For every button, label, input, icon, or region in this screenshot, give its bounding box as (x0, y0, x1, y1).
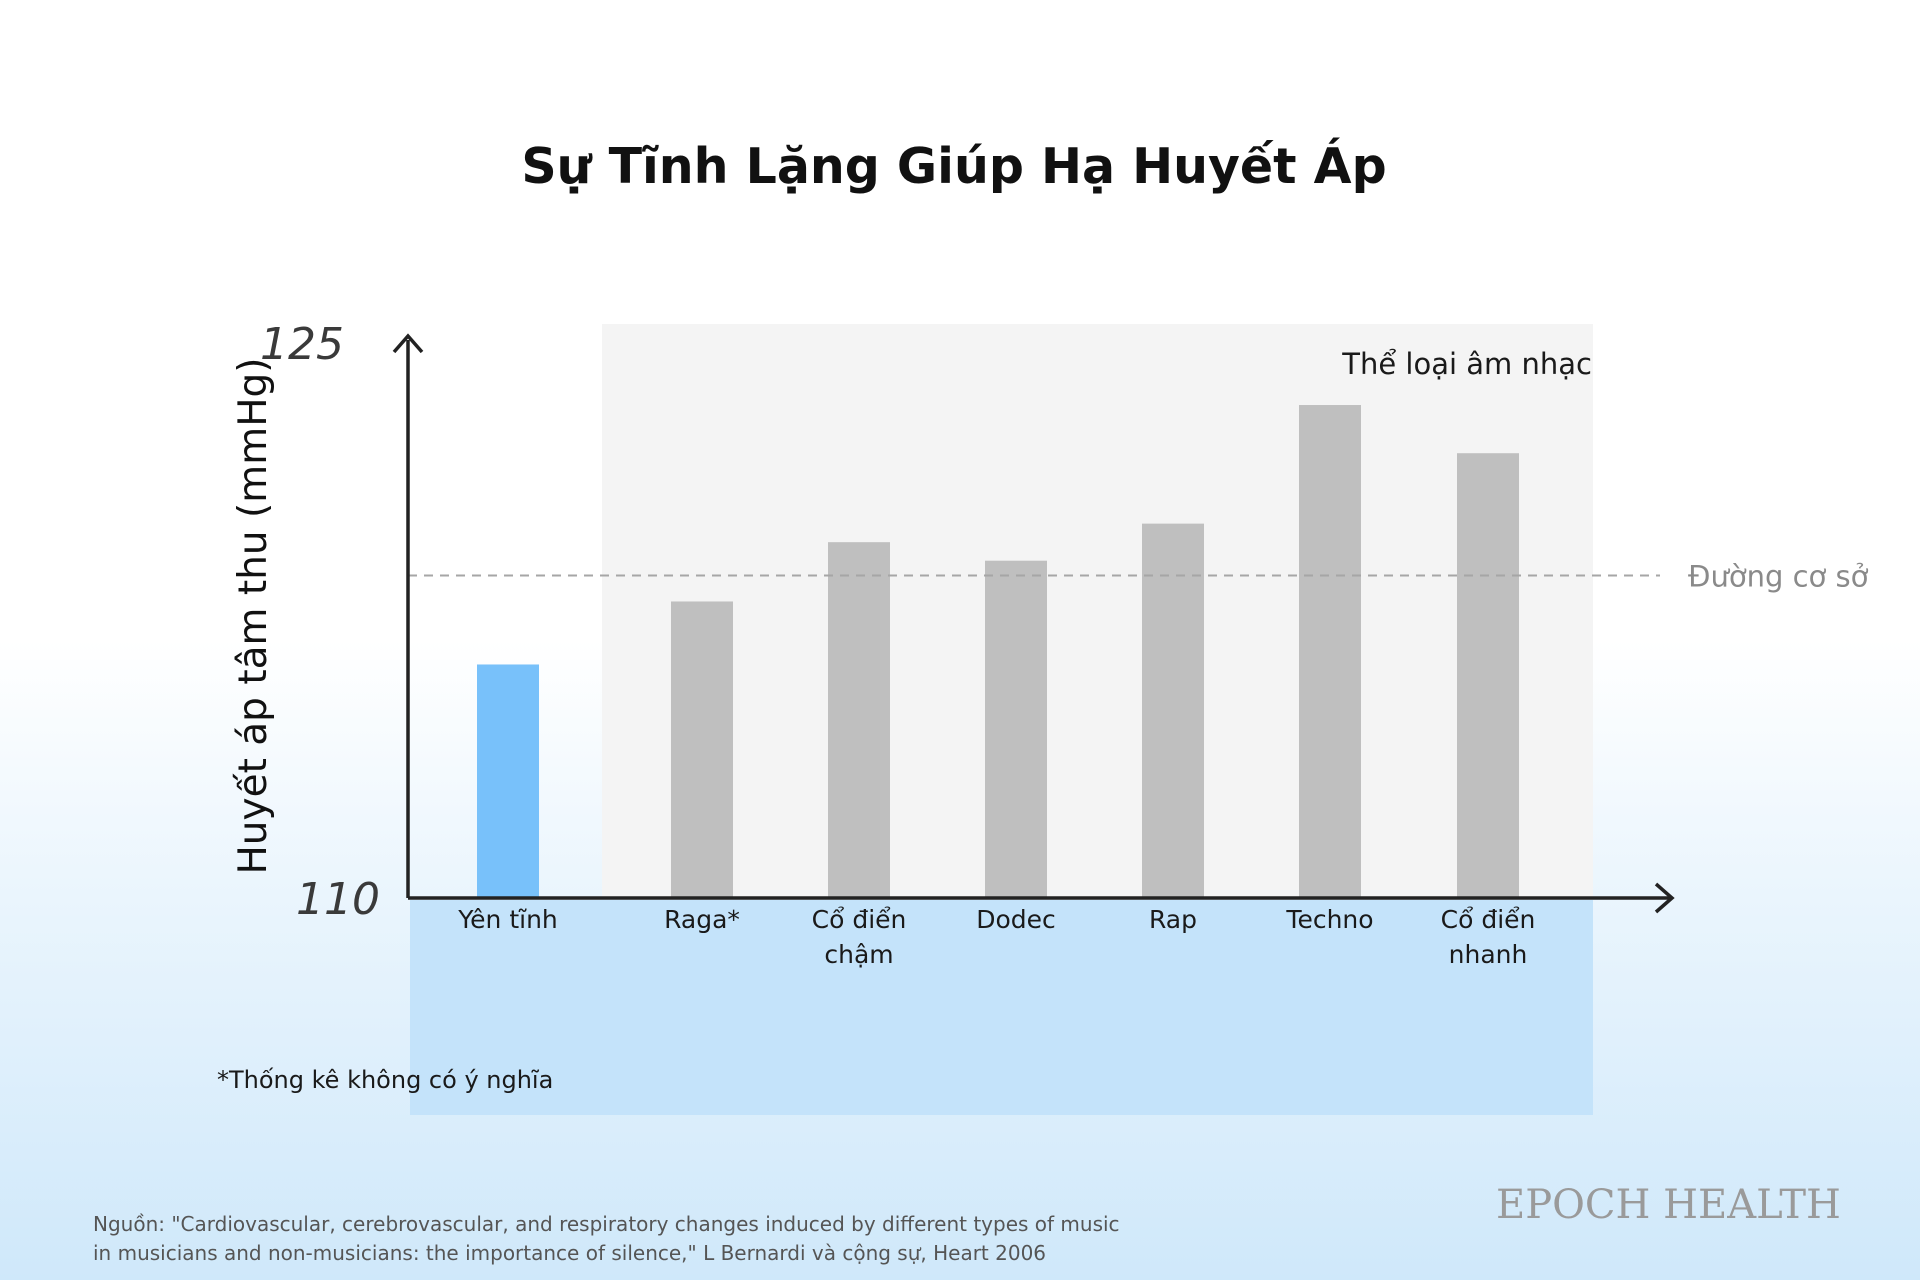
bar (828, 542, 890, 898)
x-tick-label: Cổ điển (1441, 905, 1536, 934)
bar-highlight (477, 664, 539, 898)
epoch-health-logo: EPOCH HEALTH (1496, 1182, 1841, 1228)
x-tick-label: Techno (1285, 905, 1373, 934)
footnote: *Thống kê không có ý nghĩa (217, 1066, 554, 1094)
bar (1142, 523, 1204, 898)
x-tick-label: nhanh (1449, 940, 1528, 969)
bar (1457, 453, 1519, 898)
below-axis-band (410, 900, 1593, 1115)
x-tick-label: Dodec (976, 905, 1056, 934)
source-line-1: Nguồn: "Cardiovascular, cerebrovascular,… (93, 1212, 1120, 1236)
bar (985, 560, 1047, 898)
x-tick-label: Rap (1149, 905, 1197, 934)
source-citation: Nguồn: "Cardiovascular, cerebrovascular,… (93, 1210, 1243, 1268)
chart-title: Sự Tĩnh Lặng Giúp Hạ Huyết Áp (521, 138, 1387, 195)
y-tick-label: 125 (260, 319, 344, 370)
bar (1299, 405, 1361, 898)
source-line-2: in musicians and non-musicians: the impo… (93, 1241, 1047, 1265)
x-tick-label: Raga* (664, 905, 740, 934)
y-axis-arrow (392, 333, 424, 354)
music-genre-region (602, 324, 1593, 898)
x-tick-label: Cổ điển (812, 905, 907, 934)
y-axis-label: Huyết áp tâm thu (mmHg) (231, 357, 276, 874)
baseline-label: Đường cơ sở (1688, 560, 1869, 594)
y-tick-label: 110 (296, 874, 380, 925)
bar (671, 601, 733, 898)
x-tick-label: chậm (824, 940, 893, 969)
x-axis-arrow (1654, 882, 1675, 914)
x-tick-label: Yên tĩnh (457, 905, 558, 934)
music-genre-region-label: Thể loại âm nhạc (1341, 347, 1592, 381)
